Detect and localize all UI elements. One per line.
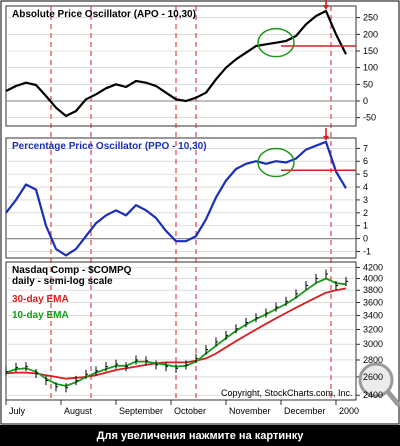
panel-title-0: Absolute Price Oscillator (APO - 10,30) <box>12 9 196 20</box>
arrow-head <box>323 5 329 10</box>
y-tick-label: 3600 <box>363 298 383 308</box>
y-tick-label: 5 <box>363 169 368 179</box>
arrow-head <box>323 135 329 141</box>
x-tick-label: August <box>64 406 93 416</box>
y-tick-label: 150 <box>363 46 378 56</box>
y-tick-label: 6 <box>363 156 368 166</box>
y-tick-label: 200 <box>363 29 378 39</box>
caption-text: Для увеличения нажмите на картинку <box>96 429 304 442</box>
grid-layer <box>0 0 400 425</box>
y-tick-label: 0 <box>363 234 368 244</box>
y-tick-label: 50 <box>363 79 373 89</box>
panel-border-0 <box>5 5 357 127</box>
y-tick-label: 1 <box>363 221 368 231</box>
x-tick-label: 2000 <box>339 406 359 416</box>
y-tick-label: 0 <box>363 96 368 106</box>
y-tick-label: 3 <box>363 195 368 205</box>
ema30-line <box>5 287 347 380</box>
magnifier-lens <box>358 362 394 398</box>
panel-subtitle: daily - semi-log scale <box>12 276 113 287</box>
y-tick-label: 100 <box>363 63 378 73</box>
y-tick-label: 3400 <box>363 311 383 321</box>
y-tick-label: -1 <box>363 247 371 257</box>
magnifier-handle <box>385 389 400 407</box>
panel-title-2: Nasdaq Comp - $COMPQ <box>12 265 132 276</box>
y-tick-label: 3800 <box>363 285 383 295</box>
annotations-layer <box>257 0 400 407</box>
panel-border-2 <box>5 261 357 401</box>
x-tick-label: September <box>119 406 163 416</box>
y-tick-label: 2600 <box>363 372 383 382</box>
y-tick-label: 2400 <box>363 390 383 400</box>
panel-border-1 <box>5 137 357 259</box>
panel-title-1: Percentage Price Oscillator (PPO - 10,30… <box>12 141 207 152</box>
x-tick-label: November <box>229 406 271 416</box>
series-layer <box>5 9 348 393</box>
guide-lines-layer <box>50 6 332 400</box>
highlight-ellipse <box>257 147 295 178</box>
magnifier-icon <box>358 362 400 407</box>
legend-entry: 10-day EMA <box>12 310 69 321</box>
watermark: Copyright, StockCharts.com, Inc. <box>221 388 353 398</box>
y-tick-label: 2800 <box>363 355 383 365</box>
legend-entry: 30-day EMA <box>12 294 69 305</box>
ppo-line <box>5 140 347 257</box>
y-tick-label: 4200 <box>363 262 383 272</box>
y-tick-label: 7 <box>363 143 368 153</box>
y-tick-label: -50 <box>363 113 376 123</box>
caption-bar[interactable]: Для увеличения нажмите на картинку <box>0 425 400 446</box>
y-tick-label: 2 <box>363 208 368 218</box>
y-tick-label: 4000 <box>363 274 383 284</box>
y-tick-label: 3000 <box>363 339 383 349</box>
chart-frame <box>0 0 400 425</box>
y-tick-label: 3200 <box>363 324 383 334</box>
highlight-ellipse <box>257 27 295 58</box>
y-tick-label: 250 <box>363 13 378 23</box>
y-tick-label: 4 <box>363 182 368 192</box>
x-tick-label: July <box>9 406 26 416</box>
x-tick-label: December <box>284 406 326 416</box>
x-tick-label: October <box>174 406 206 416</box>
apo-line <box>5 9 347 118</box>
